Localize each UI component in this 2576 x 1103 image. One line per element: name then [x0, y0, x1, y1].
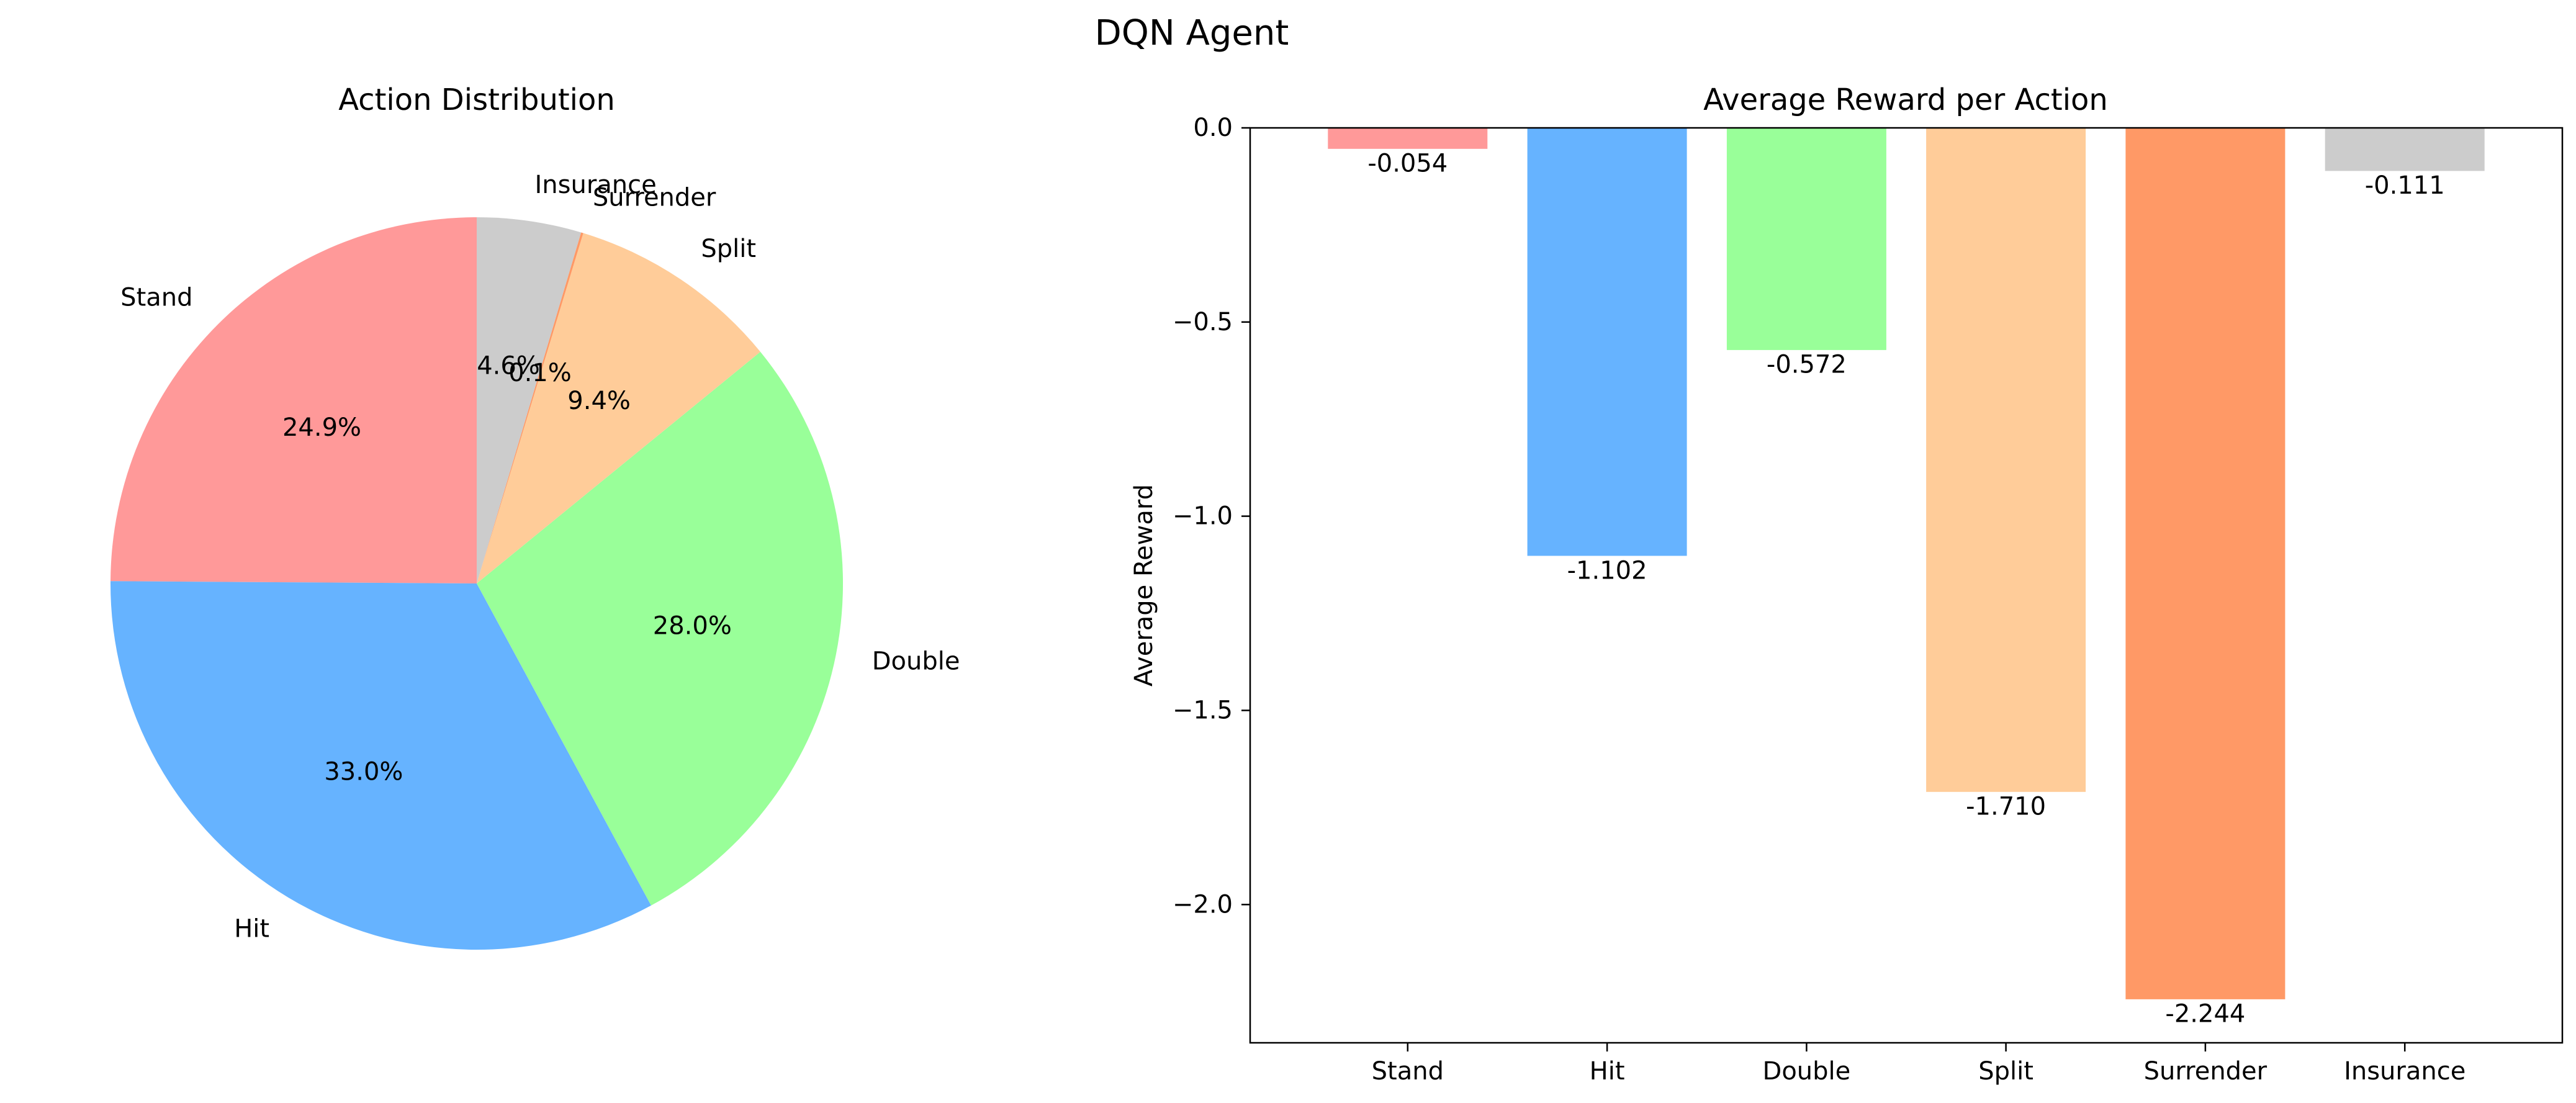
pie-slice-insurance	[477, 217, 582, 583]
bar-value-label-surrender: -2.244	[2165, 1000, 2245, 1029]
pie-slice-hit	[110, 581, 651, 950]
x-tick-label-double: Double	[1763, 1057, 1851, 1086]
bar-value-label-hit: -1.102	[1567, 556, 1647, 585]
figure-title: DQN Agent	[1095, 13, 1289, 53]
pie-pct-surrender: 0.1%	[508, 359, 572, 387]
x-tick-label-surrender: Surrender	[2144, 1057, 2268, 1086]
bar-value-label-insurance: -0.111	[2365, 171, 2445, 200]
pie-label-surrender: Surrender	[593, 184, 716, 212]
y-tick-label: 0.0	[1193, 114, 1233, 142]
bar-insurance	[2325, 128, 2485, 171]
x-tick-label-split: Split	[1978, 1057, 2033, 1086]
y-tick-label: −2.0	[1173, 890, 1233, 919]
pie-pct-split: 9.4%	[567, 387, 631, 415]
pie-slice-stand	[110, 217, 477, 583]
bar-surrender	[2125, 128, 2286, 999]
bar-value-label-stand: -0.054	[1367, 150, 1448, 178]
pie-label-stand: Stand	[120, 284, 192, 312]
plot-frame	[1249, 127, 2564, 1044]
x-tick-label-stand: Stand	[1372, 1057, 1444, 1086]
pie-pct-double: 28.0%	[653, 612, 732, 641]
y-tick-label: −1.0	[1173, 502, 1233, 531]
y-axis-label: Average Reward	[1130, 484, 1158, 687]
bar-title: Average Reward per Action	[1703, 83, 2108, 117]
y-tick-label: −0.5	[1173, 308, 1233, 336]
pie-slice-split	[477, 233, 760, 583]
x-tick-label-hit: Hit	[1590, 1057, 1625, 1086]
pie-slice-surrender	[477, 232, 583, 584]
pie-label-hit: Hit	[234, 915, 269, 943]
y-tick-label: −1.5	[1173, 696, 1233, 725]
pie-label-double: Double	[872, 647, 960, 676]
pie-label-split: Split	[701, 235, 756, 263]
bar-hit	[1527, 128, 1687, 556]
bar-split	[1926, 128, 2086, 792]
pie-pct-insurance: 4.6%	[477, 352, 540, 380]
pie-pct-stand: 24.9%	[282, 413, 361, 442]
bar-value-label-split: -1.710	[1966, 793, 2046, 821]
pie-label-insurance: Insurance	[535, 171, 657, 199]
pie-pct-hit: 33.0%	[324, 758, 403, 786]
pie-chart: Action Distribution Stand 24.9% Hit 33.0% Do…	[110, 83, 960, 950]
x-tick-label-insurance: Insurance	[2344, 1057, 2466, 1086]
bar-chart: Average Reward per Action -0.054 Stand -1.…	[1130, 83, 2564, 1086]
pie-title: Action Distribution	[338, 83, 615, 117]
bar-double	[1726, 128, 1886, 350]
pie-slice-double	[477, 351, 844, 906]
bar-stand	[1328, 128, 1488, 149]
bar-value-label-double: -0.572	[1767, 351, 1847, 379]
